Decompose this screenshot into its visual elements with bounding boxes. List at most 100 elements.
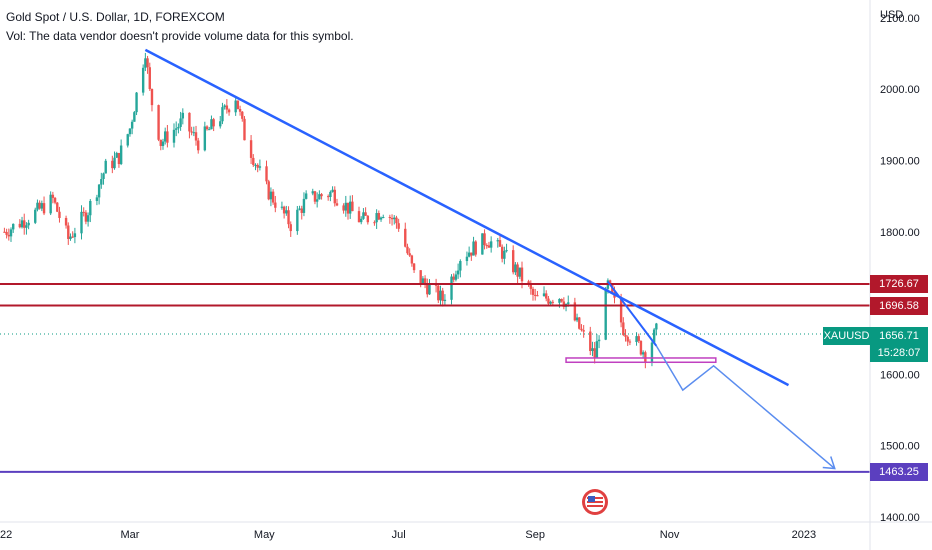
candle-body: [227, 109, 231, 113]
support-zone-box: [565, 357, 717, 364]
candle-body: [406, 246, 409, 254]
candle-body: [289, 224, 292, 232]
candle-body: [652, 329, 656, 343]
candle-body: [516, 264, 519, 277]
level-tag-1726[interactable]: 1726.67: [870, 275, 928, 294]
candle-body: [20, 220, 24, 228]
candle-body: [258, 166, 262, 168]
candle-body: [141, 67, 145, 93]
candle-body: [439, 290, 442, 301]
candle-body: [562, 301, 566, 307]
candle-body: [320, 194, 323, 197]
candle-body: [454, 274, 458, 280]
candle-body: [223, 105, 226, 108]
candle-body: [238, 108, 242, 112]
candle-body: [133, 112, 136, 122]
candle-body: [591, 348, 594, 352]
candle-body: [626, 336, 629, 342]
candle-body: [210, 119, 213, 130]
time-tick-label: Sep: [525, 529, 545, 541]
candle-body: [86, 215, 90, 222]
us-flag-icon[interactable]: [581, 488, 609, 516]
short-trendline: [607, 281, 658, 347]
candle-body: [362, 212, 365, 219]
candle-body: [379, 217, 383, 220]
candle-body: [304, 193, 308, 199]
candle-body: [505, 250, 508, 252]
symbol-title: Gold Spot / U.S. Dollar, 1D, FOREXCOM: [6, 10, 225, 24]
candle-body: [419, 270, 422, 285]
candle-body: [181, 112, 185, 119]
candle-body: [335, 203, 339, 206]
level-tag-1696[interactable]: 1696.58: [870, 296, 928, 315]
candle-body: [542, 293, 546, 297]
candle-body: [252, 157, 255, 165]
candle-body: [172, 129, 176, 143]
candle-body: [373, 222, 376, 224]
candle-body: [551, 301, 555, 303]
chart-legend: Gold Spot / U.S. Dollar, 1D, FOREXCOM Vo…: [6, 8, 354, 46]
candle-body: [375, 213, 378, 223]
candle-body: [175, 128, 178, 130]
candle-body: [80, 211, 83, 234]
candle-body: [315, 199, 319, 202]
candle-body: [51, 194, 55, 198]
candle-body: [624, 334, 627, 337]
candle-body: [3, 231, 6, 233]
candle-body: [412, 263, 416, 271]
level-tag-1463[interactable]: 1463.25: [870, 462, 928, 481]
candle-body: [82, 211, 85, 213]
time-tick-label: Jul: [392, 529, 406, 541]
candle-body: [635, 336, 638, 343]
candle-body: [452, 276, 455, 280]
candle-body: [7, 234, 11, 237]
candle-body: [520, 267, 524, 282]
last-price-tag[interactable]: 1656.71: [870, 327, 928, 345]
candle-body: [42, 203, 46, 214]
candle-body: [148, 67, 151, 89]
candle-body: [331, 189, 334, 192]
candle-body: [36, 202, 39, 210]
candle-body: [117, 153, 121, 165]
candle-body: [12, 223, 15, 230]
candle-body: [485, 245, 488, 247]
candle-body: [597, 339, 601, 342]
candle-body: [529, 284, 533, 289]
candle-body: [177, 126, 180, 129]
candle-body: [274, 202, 277, 208]
candle-body: [58, 211, 61, 218]
candle-body: [578, 317, 581, 329]
candle-body: [527, 281, 530, 285]
candle-body: [265, 166, 268, 182]
candle-body: [225, 105, 229, 110]
candle-body: [71, 236, 74, 238]
time-tick-label: Mar: [120, 529, 139, 541]
candle-body: [619, 297, 623, 323]
candle-body: [64, 217, 68, 226]
candle-body: [534, 294, 537, 296]
candle-body: [89, 200, 92, 216]
candle-body: [18, 223, 22, 228]
candle-body: [395, 217, 398, 224]
candle-body: [25, 225, 28, 228]
time-tick-label: 2022: [0, 529, 12, 541]
trendline: [144, 48, 790, 387]
candle-body: [190, 131, 193, 133]
time-tick-label: Nov: [660, 529, 680, 541]
projection-arrowhead: [822, 456, 836, 470]
symbol-tag[interactable]: XAUUSD: [823, 327, 870, 345]
candle-body: [192, 132, 196, 134]
candle-body: [23, 220, 26, 228]
candle-body: [5, 231, 8, 235]
time-tick-label: May: [254, 529, 275, 541]
currency-label[interactable]: USD: [880, 9, 904, 21]
bar-countdown: 15:28:07: [870, 344, 928, 362]
candle-body: [212, 119, 215, 127]
candle-body: [423, 278, 427, 285]
candle-body: [318, 194, 321, 200]
candle-body: [349, 201, 352, 214]
candle-body: [298, 208, 301, 210]
candle-body: [628, 341, 632, 343]
